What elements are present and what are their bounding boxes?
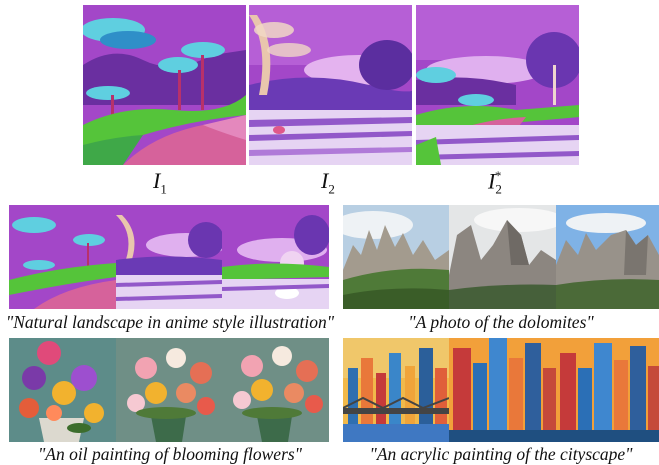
dolomites-grid-1	[343, 205, 449, 309]
dolomites-grid-3	[556, 205, 659, 309]
label-i1-sub: 1	[160, 181, 167, 197]
anime-grid-3	[222, 205, 329, 309]
label-i2-base: I	[321, 168, 329, 193]
caption-flowers: "An oil painting of blooming flowers"	[37, 444, 303, 464]
label-i2-sub: 2	[328, 181, 335, 197]
caption-anime: "Natural landscape in anime style illust…	[5, 312, 335, 332]
label-i2-star: I2*	[488, 168, 502, 198]
cityscape-grid-1	[343, 338, 449, 442]
caption-dolomites: "A photo of the dolomites"	[408, 312, 594, 332]
label-i1: I1	[153, 168, 167, 197]
cityscape-grid-2	[449, 338, 556, 442]
label-i1-base: I	[153, 168, 161, 193]
caption-cityscape: "An acrylic painting of the cityscape"	[369, 444, 633, 464]
flowers-grid-2	[116, 338, 222, 442]
anime-image-i2	[249, 5, 412, 165]
cityscape-grid-3	[556, 338, 659, 442]
flowers-grid-3	[222, 338, 329, 442]
anime-grid-1	[9, 205, 116, 309]
anime-grid-2	[116, 205, 222, 309]
dolomites-grid-2	[449, 205, 556, 309]
label-i2-star-sub: 2	[495, 181, 502, 197]
label-i2-star-base: I	[488, 168, 496, 194]
label-i2: I2	[321, 168, 335, 197]
flowers-grid-1	[9, 338, 116, 442]
label-i2-star-sup: *	[494, 168, 502, 183]
anime-image-i1	[83, 5, 246, 165]
anime-image-i2-star	[416, 5, 579, 165]
